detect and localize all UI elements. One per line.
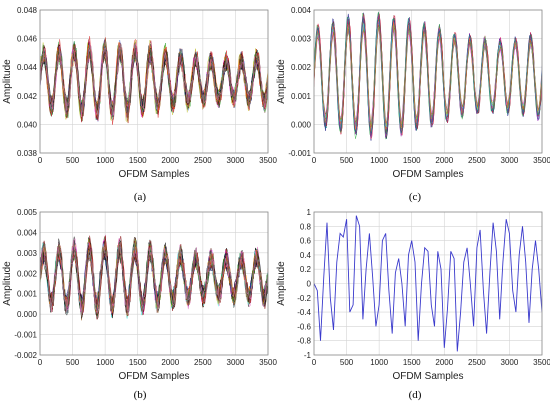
y-tick-label: -0.001 (14, 331, 37, 340)
y-tick-label: 1 (307, 208, 312, 217)
y-tick-label: 0.4 (300, 251, 312, 260)
series-line (314, 215, 542, 352)
x-tick-label: 1000 (370, 156, 388, 165)
panel-d: 0 500 1000 1500 2000 2500 3000 3500 -1 -0.8 -0.6 -0… (276, 208, 550, 382)
plot-frame (313, 9, 543, 154)
series-line (40, 41, 268, 116)
y-tick-label: -0.2 (297, 294, 311, 303)
x-tick-label: 3500 (259, 156, 277, 165)
series-line (314, 15, 542, 135)
panel-a: 0 500 1000 1500 2000 2500 3000 3500 0.038 0.040 0.… (2, 6, 277, 180)
plot-frame (313, 211, 543, 356)
y-tick-label: 0.8 (300, 222, 312, 231)
y-tick-label: 0.001 (291, 92, 312, 101)
y-tick-label: -0.8 (297, 337, 311, 346)
y-tick-label: 0.005 (17, 208, 38, 217)
x-tick-label: 0 (312, 358, 317, 367)
x-tick-label: 1500 (129, 156, 147, 165)
x-tick-label: 500 (66, 156, 80, 165)
y-tick-label: 0 (307, 280, 312, 289)
y-tick-label: 0.002 (291, 63, 312, 72)
x-tick-label: 500 (340, 156, 354, 165)
x-tick-label: 0 (38, 156, 43, 165)
y-tick-label: -0.001 (288, 149, 311, 158)
x-axis-label: OFDM Samples (118, 371, 189, 382)
x-axis-label: OFDM Samples (392, 169, 463, 180)
x-tick-label: 2500 (468, 358, 486, 367)
y-tick-label: -0.4 (297, 308, 311, 317)
y-tick-label: 0.042 (17, 92, 38, 101)
x-tick-label: 1500 (403, 358, 421, 367)
x-tick-label: 1500 (403, 156, 421, 165)
panel-b: 0 500 1000 1500 2000 2500 3000 3500 -0.002 -0.001… (2, 208, 277, 382)
y-tick-label: -1 (304, 351, 312, 360)
plot-frame (39, 9, 269, 154)
plot-frame (39, 211, 269, 356)
y-tick-label: 0.6 (300, 237, 312, 246)
x-tick-label: 2000 (161, 156, 179, 165)
x-tick-label: 3500 (533, 156, 550, 165)
y-tick-label: -0.002 (14, 351, 37, 360)
series-line (40, 48, 268, 115)
y-tick-label: 0.048 (17, 6, 38, 15)
series-line (40, 43, 268, 117)
y-tick-label: 0.046 (17, 35, 38, 44)
caption-d: (d) (409, 389, 422, 401)
x-tick-label: 3000 (227, 358, 245, 367)
x-tick-label: 2000 (435, 156, 453, 165)
x-tick-label: 3000 (227, 156, 245, 165)
y-axis-label: Amplitude (276, 261, 287, 306)
x-tick-label: 2000 (435, 358, 453, 367)
caption-a: (a) (134, 191, 147, 203)
x-axis-label: OFDM Samples (118, 169, 189, 180)
caption-c: (c) (409, 191, 422, 203)
x-tick-label: 3500 (259, 358, 277, 367)
y-tick-label: 0.004 (291, 6, 312, 15)
panel-c: 0 500 1000 1500 2000 2500 3000 3500 -0.001 0.000 0… (276, 6, 550, 180)
x-axis-label: OFDM Samples (392, 371, 463, 382)
series-line (40, 241, 268, 316)
x-tick-label: 1000 (96, 358, 114, 367)
x-tick-label: 2500 (194, 358, 212, 367)
y-tick-label: 0.003 (17, 249, 38, 258)
y-tick-label: -0.6 (297, 322, 311, 331)
x-tick-label: 0 (38, 358, 43, 367)
x-tick-label: 0 (312, 156, 317, 165)
x-tick-label: 3500 (533, 358, 550, 367)
caption-b: (b) (134, 389, 147, 401)
x-tick-label: 500 (340, 358, 354, 367)
y-tick-label: 0.003 (291, 35, 312, 44)
y-tick-label: 0.000 (291, 120, 312, 129)
y-tick-label: 0.002 (17, 269, 38, 278)
x-tick-label: 500 (66, 358, 80, 367)
y-tick-label: 0.001 (17, 290, 38, 299)
x-tick-label: 2500 (468, 156, 486, 165)
y-tick-label: 0.000 (17, 310, 38, 319)
x-tick-label: 1000 (370, 358, 388, 367)
y-axis-label: Amplitude (276, 59, 287, 104)
y-axis-label: Amplitude (2, 59, 13, 104)
series-group (40, 234, 268, 321)
x-tick-label: 2000 (161, 358, 179, 367)
y-tick-label: 0.038 (17, 149, 38, 158)
y-tick-label: 0.040 (17, 120, 38, 129)
x-tick-label: 3000 (501, 156, 519, 165)
y-tick-label: 0.004 (17, 228, 38, 237)
y-tick-label: 0.2 (300, 265, 312, 274)
series-line (314, 24, 542, 127)
y-axis-label: Amplitude (2, 261, 13, 306)
x-tick-label: 3000 (501, 358, 519, 367)
x-tick-label: 2500 (194, 156, 212, 165)
x-tick-label: 1500 (129, 358, 147, 367)
x-tick-label: 1000 (96, 156, 114, 165)
y-tick-label: 0.044 (17, 63, 38, 72)
series-group (314, 215, 542, 352)
series-group (314, 11, 542, 141)
series-group (40, 36, 268, 125)
